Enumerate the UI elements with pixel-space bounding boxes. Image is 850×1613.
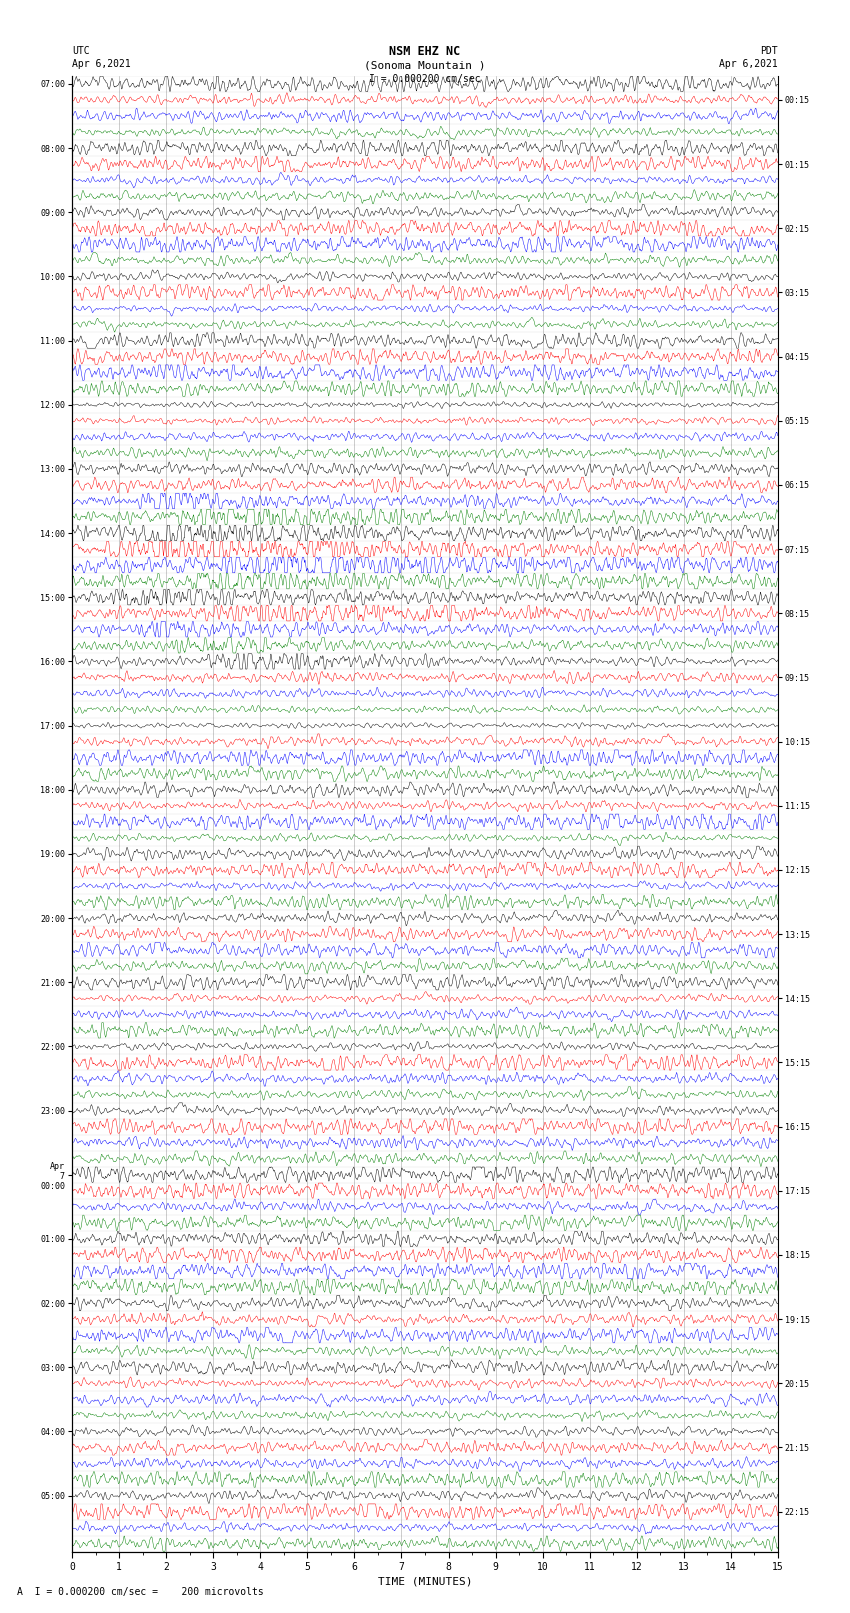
Text: NSM EHZ NC: NSM EHZ NC	[389, 45, 461, 58]
Text: (Sonoma Mountain ): (Sonoma Mountain )	[365, 61, 485, 71]
Text: PDT: PDT	[760, 47, 778, 56]
Text: A  I = 0.000200 cm/sec =    200 microvolts: A I = 0.000200 cm/sec = 200 microvolts	[17, 1587, 264, 1597]
X-axis label: TIME (MINUTES): TIME (MINUTES)	[377, 1576, 473, 1586]
Text: Apr 6,2021: Apr 6,2021	[719, 60, 778, 69]
Text: Apr 6,2021: Apr 6,2021	[72, 60, 131, 69]
Text: I = 0.000200 cm/sec: I = 0.000200 cm/sec	[369, 74, 481, 84]
Text: UTC: UTC	[72, 47, 90, 56]
